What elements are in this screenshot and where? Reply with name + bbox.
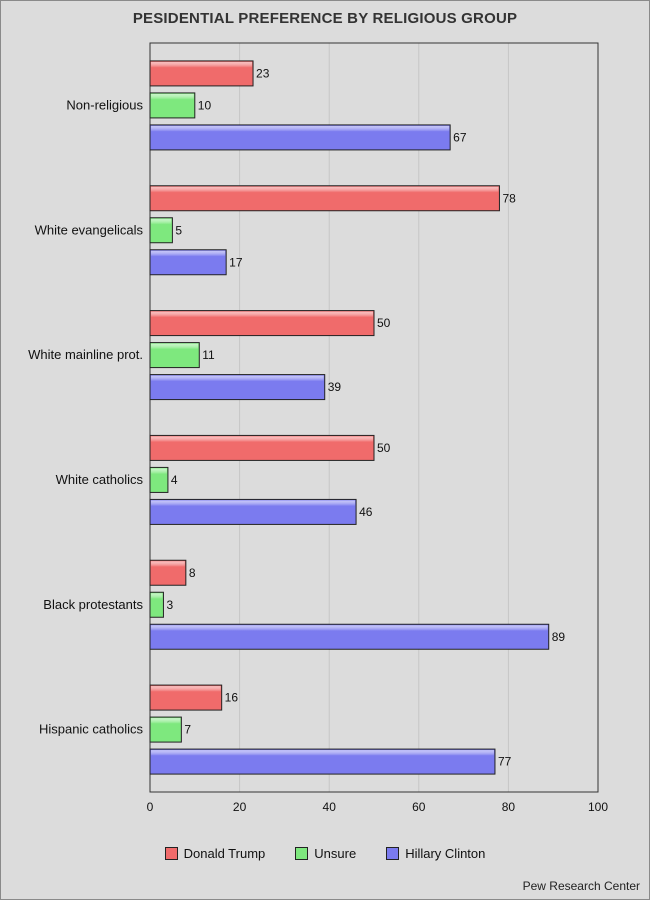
data-label: 46: [359, 505, 373, 519]
category-label: Black protestants: [43, 597, 143, 612]
data-label: 10: [198, 98, 212, 112]
legend-swatch: [386, 847, 400, 860]
x-tick-label: 100: [588, 800, 608, 814]
bar-highlight: [151, 625, 548, 638]
bar-highlight: [151, 750, 494, 763]
chart-title: PESIDENTIAL PREFERENCE BY RELIGIOUS GROU…: [132, 10, 518, 27]
category-label: Non-religious: [66, 97, 143, 112]
data-label: 50: [377, 441, 391, 455]
data-label: 17: [229, 255, 243, 269]
category-label: White mainline prot.: [28, 347, 143, 362]
x-tick-label: 0: [147, 800, 154, 814]
bar-highlight: [151, 218, 172, 232]
legend-item-unsure: Unsure: [295, 846, 356, 861]
data-label: 16: [225, 691, 239, 705]
data-label: 23: [256, 66, 270, 80]
x-tick-label: 80: [502, 800, 516, 814]
legend-label: Hillary Clinton: [405, 846, 486, 861]
bar-highlight: [151, 61, 253, 75]
bar-highlight: [151, 718, 181, 731]
data-label: 89: [552, 630, 566, 644]
bar-highlight: [151, 468, 167, 481]
category-label: White catholics: [56, 472, 144, 487]
x-tick-label: 20: [233, 800, 247, 814]
bar-highlight: [151, 250, 226, 264]
legend: Donald Trump Unsure Hillary Clinton: [0, 846, 650, 861]
bar-highlight: [151, 375, 324, 389]
legend-label: Unsure: [314, 846, 357, 861]
bar-highlight: [151, 311, 373, 325]
bar-highlight: [151, 500, 356, 513]
plot-border: [149, 42, 599, 793]
bar-highlight: [151, 436, 373, 449]
data-label: 50: [377, 316, 391, 330]
category-label: Hispanic catholics: [39, 722, 144, 737]
plot-area: [150, 43, 598, 792]
data-label: 78: [502, 191, 516, 205]
legend-label: Donald Trump: [183, 846, 266, 861]
x-tick-label: 60: [412, 800, 426, 814]
bar-highlight: [151, 686, 221, 699]
bar-highlight: [151, 343, 199, 357]
data-label: 77: [498, 755, 512, 769]
source-note: Pew Research Center: [522, 879, 640, 893]
bar-highlight: [151, 561, 185, 574]
legend-item-donald-trump: Donald Trump: [164, 846, 266, 861]
data-label: 3: [166, 598, 173, 612]
data-label: 39: [328, 380, 342, 394]
data-label: 11: [202, 348, 215, 362]
data-label: 8: [189, 566, 196, 580]
category-label: White evangelicals: [35, 222, 144, 237]
bar-highlight: [151, 186, 499, 200]
legend-swatch: [295, 847, 309, 860]
x-tick-label: 40: [323, 800, 337, 814]
data-label: 5: [175, 223, 182, 237]
bar-highlight: [151, 125, 450, 139]
bar-highlight: [151, 93, 194, 107]
legend-item-hillary-clinton: Hillary Clinton: [386, 846, 485, 861]
bar-highlight: [151, 593, 163, 606]
data-label: 4: [171, 473, 178, 487]
data-label: 7: [184, 723, 191, 737]
legend-swatch: [164, 847, 178, 860]
data-label: 67: [453, 130, 467, 144]
